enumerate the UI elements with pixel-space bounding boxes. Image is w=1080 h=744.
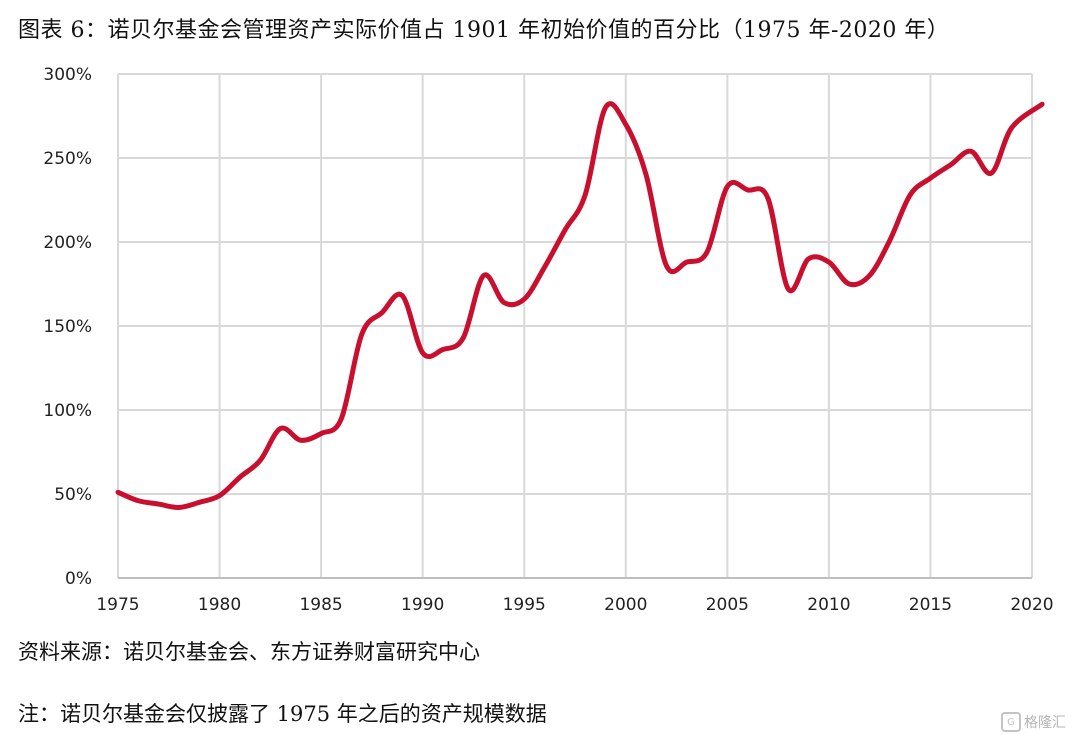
y-tick-label: 100% (43, 401, 92, 421)
x-tick-label: 2010 (807, 595, 850, 615)
gridlines (117, 73, 1033, 579)
y-tick-label: 150% (43, 317, 92, 337)
x-tick-label: 1985 (299, 595, 342, 615)
x-tick-label: 2015 (909, 595, 952, 615)
x-axis-labels: 1975 1980 1985 1990 1995 2000 2005 2010 2015 2020 (96, 595, 1053, 615)
line-chart: 0%50%100%150%200%250%300% 1975 1980 1985 19… (43, 65, 1053, 615)
y-tick-label: 300% (43, 65, 92, 85)
y-tick-label: 200% (43, 233, 92, 253)
x-tick-label: 1995 (503, 595, 546, 615)
x-tick-label: 1980 (198, 595, 241, 615)
x-tick-label: 2000 (604, 595, 647, 615)
y-tick-label: 0% (65, 569, 92, 589)
source-note: 资料来源：诺贝尔基金会、东方证券财富研究中心 (18, 640, 480, 664)
y-axis-labels: 0% 50% 100% 150% 200% 250% 300% (43, 65, 92, 589)
footnote: 注：诺贝尔基金会仅披露了 1975 年之后的资产规模数据 (18, 702, 547, 726)
x-tick-label: 2020 (1010, 595, 1053, 615)
series-line (115, 101, 1045, 510)
watermark-text: 格隆汇 (1024, 715, 1066, 731)
y-tick-label: 250% (43, 149, 92, 169)
watermark: G 格隆汇 (1001, 712, 1066, 732)
chart-title: 图表 6：诺贝尔基金会管理资产实际价值占 1901 年初始价值的百分比（1975… (18, 18, 950, 43)
x-tick-label: 2005 (706, 595, 749, 615)
series-group (115, 101, 1045, 510)
x-tick-label: 1990 (401, 595, 444, 615)
x-tick-label: 1975 (96, 595, 139, 615)
watermark-logo-icon: G (1001, 712, 1021, 732)
y-tick-label: 50% (54, 485, 92, 505)
